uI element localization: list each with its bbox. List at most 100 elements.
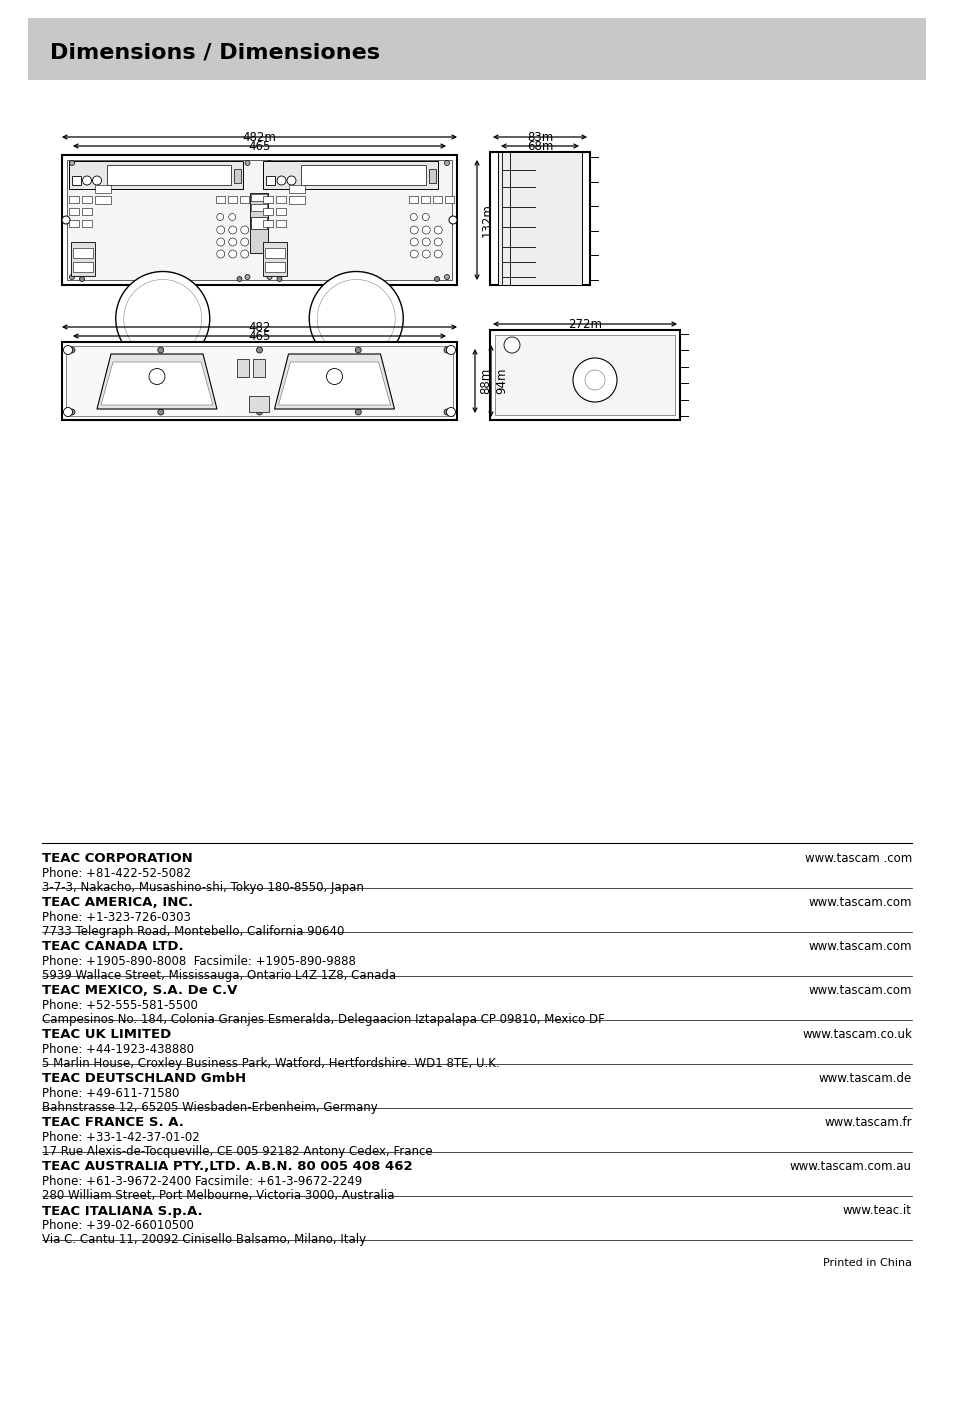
- Bar: [301, 165, 426, 184]
- Bar: [239, 196, 249, 203]
- Text: 94m: 94m: [495, 367, 507, 394]
- Bar: [263, 160, 437, 189]
- Text: Phone: +44-1923-438880: Phone: +44-1923-438880: [42, 1043, 193, 1055]
- Bar: [495, 335, 675, 415]
- Bar: [62, 342, 456, 421]
- Bar: [276, 208, 286, 215]
- Text: 280 William Street, Port Melbourne, Victoria 3000, Australia: 280 William Street, Port Melbourne, Vict…: [42, 1189, 395, 1202]
- Circle shape: [92, 176, 101, 184]
- Circle shape: [216, 227, 225, 234]
- Bar: [276, 196, 286, 203]
- Bar: [490, 152, 589, 286]
- Text: www.tascam.fr: www.tascam.fr: [823, 1117, 911, 1130]
- Circle shape: [422, 238, 430, 246]
- Text: 3-7-3, Nakacho, Musashino-shi, Tokyo 180-8550, Japan: 3-7-3, Nakacho, Musashino-shi, Tokyo 180…: [42, 881, 363, 893]
- Circle shape: [276, 277, 282, 281]
- Bar: [82, 219, 91, 227]
- Bar: [266, 176, 275, 184]
- Bar: [263, 196, 274, 203]
- Circle shape: [256, 409, 262, 415]
- Text: 5 Marlin House, Croxley Business Park, Watford, Hertfordshire. WD1 8TE, U.K.: 5 Marlin House, Croxley Business Park, W…: [42, 1057, 499, 1069]
- Circle shape: [157, 348, 164, 353]
- Text: www.teac.it: www.teac.it: [842, 1204, 911, 1217]
- Bar: [69, 208, 79, 215]
- Circle shape: [240, 227, 249, 234]
- Circle shape: [64, 346, 72, 355]
- Text: Phone: +1905-890-8008  Facsimile: +1905-890-9888: Phone: +1905-890-8008 Facsimile: +1905-8…: [42, 955, 355, 968]
- Bar: [234, 169, 241, 183]
- Bar: [95, 184, 111, 193]
- Bar: [66, 346, 453, 416]
- Bar: [252, 204, 267, 211]
- Bar: [237, 359, 250, 377]
- Circle shape: [245, 160, 250, 166]
- Circle shape: [124, 280, 201, 357]
- Bar: [265, 262, 285, 272]
- Text: Phone: +52-555-581-5500: Phone: +52-555-581-5500: [42, 999, 197, 1012]
- Text: 482m: 482m: [242, 131, 276, 144]
- Circle shape: [79, 277, 85, 281]
- Text: www.tascam .com: www.tascam .com: [804, 853, 911, 865]
- Circle shape: [309, 272, 403, 366]
- Circle shape: [422, 227, 430, 234]
- Circle shape: [287, 176, 295, 184]
- Bar: [409, 196, 417, 203]
- Circle shape: [70, 160, 74, 166]
- Bar: [73, 262, 92, 272]
- Circle shape: [70, 274, 74, 280]
- Bar: [263, 208, 274, 215]
- Bar: [73, 248, 92, 257]
- Text: 68m: 68m: [526, 141, 553, 153]
- Polygon shape: [278, 362, 390, 405]
- Circle shape: [229, 238, 236, 246]
- Text: www.tascam.com.au: www.tascam.com.au: [789, 1161, 911, 1173]
- Circle shape: [326, 369, 342, 384]
- Circle shape: [434, 238, 442, 246]
- Circle shape: [149, 369, 165, 384]
- Bar: [276, 219, 286, 227]
- Bar: [69, 196, 79, 203]
- Circle shape: [422, 214, 429, 221]
- Bar: [69, 160, 243, 189]
- Circle shape: [229, 227, 236, 234]
- Circle shape: [446, 408, 455, 416]
- Circle shape: [267, 274, 272, 280]
- Text: 482: 482: [248, 321, 271, 333]
- Bar: [82, 196, 91, 203]
- Bar: [421, 196, 430, 203]
- Bar: [251, 193, 268, 253]
- Text: Phone: +49-611-71580: Phone: +49-611-71580: [42, 1086, 179, 1100]
- Circle shape: [216, 238, 225, 246]
- Bar: [252, 194, 267, 201]
- Bar: [69, 219, 79, 227]
- Circle shape: [434, 277, 439, 281]
- Text: TEAC DEUTSCHLAND GmbH: TEAC DEUTSCHLAND GmbH: [42, 1072, 246, 1085]
- Text: 272m: 272m: [567, 318, 601, 331]
- Text: TEAC ITALIANA S.p.A.: TEAC ITALIANA S.p.A.: [42, 1204, 202, 1217]
- Circle shape: [355, 348, 361, 353]
- Bar: [433, 196, 442, 203]
- Bar: [250, 395, 269, 412]
- Text: TEAC MEXICO, S.A. De C.V: TEAC MEXICO, S.A. De C.V: [42, 985, 237, 998]
- Bar: [71, 176, 81, 184]
- Circle shape: [216, 250, 225, 257]
- Circle shape: [115, 272, 210, 366]
- Text: 465: 465: [248, 141, 271, 153]
- Circle shape: [229, 250, 236, 257]
- Text: 17 Rue Alexis-de-Tocqueville, CE 005 92182 Antony Cedex, France: 17 Rue Alexis-de-Tocqueville, CE 005 921…: [42, 1145, 432, 1158]
- Circle shape: [157, 409, 164, 415]
- Bar: [215, 196, 225, 203]
- Circle shape: [216, 214, 224, 221]
- Circle shape: [410, 250, 417, 257]
- Bar: [28, 18, 925, 80]
- Circle shape: [69, 348, 75, 353]
- Text: Via C. Cantu 11, 20092 Cinisello Balsamo, Milano, Italy: Via C. Cantu 11, 20092 Cinisello Balsamo…: [42, 1233, 366, 1247]
- Circle shape: [443, 409, 450, 415]
- Text: 465: 465: [248, 331, 271, 343]
- Bar: [95, 196, 111, 204]
- Text: www.tascam.de: www.tascam.de: [818, 1072, 911, 1085]
- Text: www.tascam.com: www.tascam.com: [807, 940, 911, 954]
- Circle shape: [276, 176, 286, 184]
- Circle shape: [422, 250, 430, 257]
- Bar: [265, 248, 285, 257]
